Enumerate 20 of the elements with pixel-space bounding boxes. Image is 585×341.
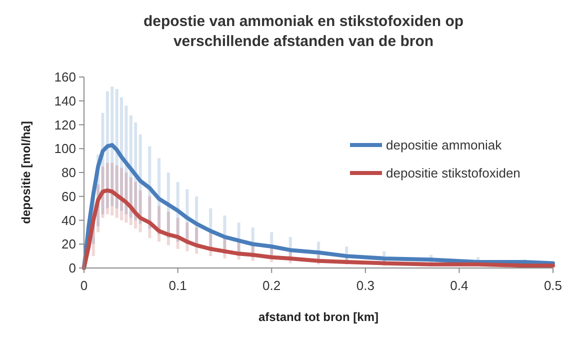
x-tick-label: 0.1	[168, 278, 187, 293]
legend-label: depositie stikstofoxiden	[386, 166, 520, 181]
x-tick-label: 0.2	[262, 278, 281, 293]
x-tick-label: 0	[80, 278, 88, 293]
y-tick-label: 120	[54, 117, 76, 132]
chart-title: depostie van ammoniak en stikstofoxiden op verschillende afstanden van de bron	[143, 13, 464, 50]
x-tick-label: 0.3	[356, 278, 374, 293]
x-tick-label: 0.4	[450, 278, 468, 293]
y-axis-title: depositie [mol/ha]	[19, 121, 33, 224]
y-tick-label: 160	[54, 70, 76, 85]
y-tick-label: 100	[54, 141, 76, 156]
y-tick-label: 40	[62, 212, 76, 228]
y-tick-label: 60	[62, 188, 76, 204]
y-tick-label: 0	[68, 260, 76, 276]
y-tick-label: 140	[54, 93, 76, 108]
legend-label: depositie ammoniak	[386, 138, 502, 153]
x-tick-label: 0.5	[544, 278, 562, 293]
x-axis-title: afstand tot bron [km]	[258, 310, 378, 324]
y-tick-label: 80	[62, 165, 76, 180]
y-tick-label: 20	[62, 236, 76, 252]
